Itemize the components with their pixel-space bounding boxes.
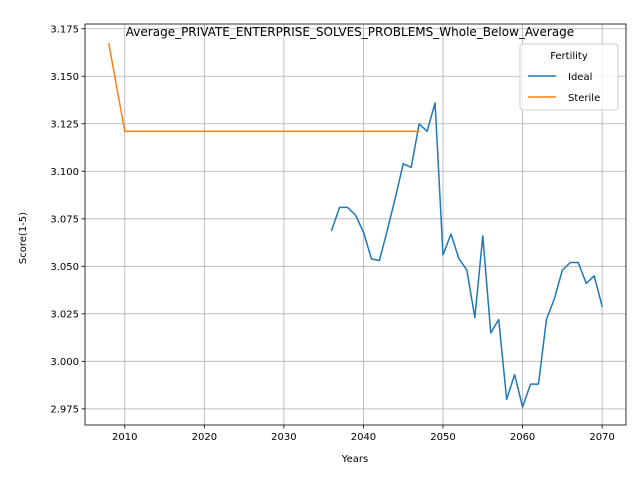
- y-tick-label: 3.125: [50, 119, 79, 130]
- plot-area-frame: [84, 23, 627, 426]
- legend-box: [519, 43, 619, 111]
- x-axis-ticks: 2010 2020 2030 2040 2050 2060 2070: [112, 425, 615, 443]
- x-tick-label: 2020: [192, 432, 217, 443]
- y-tick-label: 3.100: [50, 167, 79, 178]
- y-tick-label: 2.975: [50, 404, 79, 415]
- series-line-ideal: [330, 102, 604, 408]
- chart-title: Average_PRIVATE_ENTERPRISE_SOLVES_PROBLE…: [126, 25, 574, 39]
- legend: Fertility Ideal Sterile: [519, 43, 619, 111]
- series-line-sterile: [107, 43, 420, 133]
- legend-label-ideal: Ideal: [568, 72, 592, 83]
- x-tick-label: 2030: [271, 432, 296, 443]
- series-layer: [107, 43, 604, 408]
- y-tick-label: 3.025: [50, 309, 79, 320]
- x-tick-label: 2070: [589, 432, 614, 443]
- y-axis-ticks: 2.975 3.000 3.025 3.050 3.075 3.100 3.125 3.150…: [50, 24, 85, 415]
- y-tick-label: 3.150: [50, 72, 79, 83]
- y-tick-label: 3.050: [50, 262, 79, 273]
- x-axis-label: Years: [341, 454, 368, 465]
- y-axis-label: Score(1-5): [18, 212, 29, 264]
- x-tick-label: 2010: [112, 432, 137, 443]
- legend-title: Fertility: [550, 51, 588, 62]
- y-tick-label: 3.000: [50, 357, 79, 368]
- x-tick-label: 2040: [351, 432, 376, 443]
- y-tick-label: 3.075: [50, 214, 79, 225]
- x-tick-label: 2060: [510, 432, 535, 443]
- x-tick-label: 2050: [430, 432, 455, 443]
- legend-label-sterile: Sterile: [568, 93, 600, 104]
- y-tick-label: 3.175: [50, 24, 79, 35]
